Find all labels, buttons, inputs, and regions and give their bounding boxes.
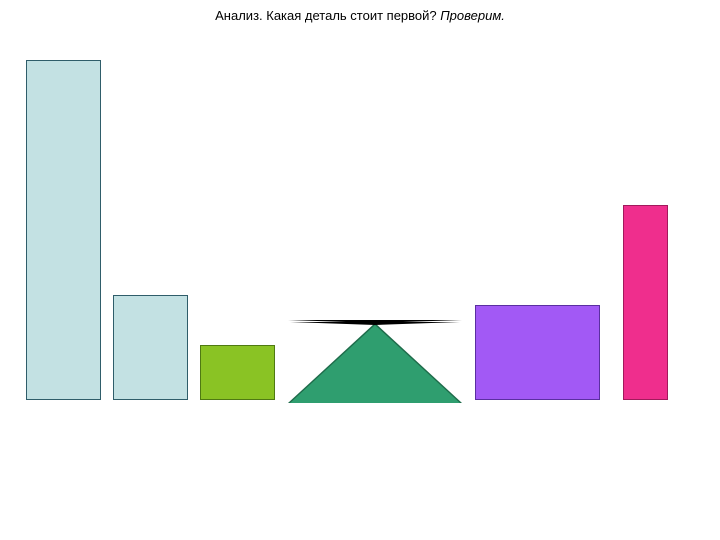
tall-cyan-rect <box>26 60 101 400</box>
shapes-stage <box>0 0 720 540</box>
green-triangle-fill <box>290 322 460 403</box>
purple-rect <box>475 305 600 400</box>
pink-rect <box>623 205 668 400</box>
green-rect <box>200 345 275 400</box>
small-cyan-rect <box>113 295 188 400</box>
